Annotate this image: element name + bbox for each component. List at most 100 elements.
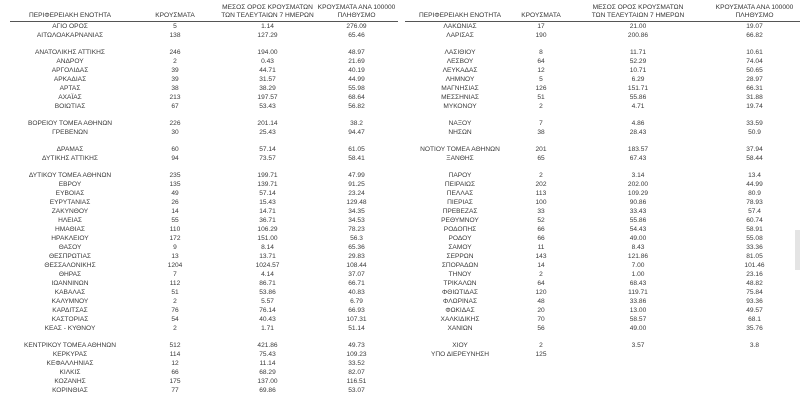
avg-7day: 53.43: [259, 103, 276, 110]
cases: 100: [535, 199, 547, 206]
cases-per-100k: 276.09: [346, 23, 367, 30]
cases-per-100k: 129.48: [346, 199, 367, 206]
cases: 52: [537, 217, 545, 224]
cases-per-100k: 37.07: [348, 271, 365, 278]
cases-per-100k: 56.3: [350, 235, 363, 242]
table-row: ΛΑΚΩΝΙΑΣ 17 21.00 19.07: [405, 22, 800, 32]
cases-per-100k: 66.71: [348, 280, 365, 287]
table-row: ΑΝΔΡΟΥ 2 0.43 21.69: [10, 57, 398, 66]
region-name: ΗΛΕΙΑΣ: [58, 217, 82, 224]
group-spacer: [405, 163, 800, 171]
region-name: ΥΠΟ ΔΙΕΡΕΥΝΗΣΗ: [431, 351, 489, 358]
table-row: ΑΧΑΪΑΣ 213 197.57 68.64: [10, 93, 398, 102]
region-name: ΣΕΡΡΩΝ: [446, 253, 474, 260]
region-name: ΘΕΣΠΡΩΤΙΑΣ: [48, 253, 92, 260]
cases: 120: [535, 289, 547, 296]
cases: 125: [535, 351, 547, 358]
table-row: ΑΝΑΤΟΛΙΚΗΣ ΑΤΤΙΚΗΣ 246 194.00 48.97: [10, 48, 398, 57]
avg-7day: 202.00: [627, 181, 649, 188]
table-row: ΚΑΒΑΛΑΣ 51 53.86 40.83: [10, 288, 398, 297]
cases: 64: [537, 280, 545, 287]
avg-7day: 90.86: [629, 199, 647, 206]
region-name: ΑΙΤΩΛΟΑΚΑΡΝΑΝΙΑΣ: [36, 32, 104, 39]
cases: 126: [535, 85, 547, 92]
region-name: ΕΥΡΥΤΑΝΙΑΣ: [49, 199, 91, 206]
region-name: ΚΕΝΤΡΙΚΟΥ ΤΟΜΕΑ ΑΘΗΝΩΝ: [24, 342, 116, 349]
avg-7day: 1.00: [631, 271, 645, 278]
scrollbar[interactable]: [795, 230, 800, 270]
cases-per-100k: 33.52: [348, 360, 365, 367]
table-row: ΑΡΚΑΔΙΑΣ 39 31.57 44.99: [10, 75, 398, 84]
cases: 5: [539, 76, 543, 83]
cases-per-100k: 91.25: [348, 181, 365, 188]
header-text: ΜΕΣΟΣ ΟΡΟΣ ΚΡΟΥΣΜΑΤΩΝ: [222, 4, 313, 11]
region-name: ΑΝΑΤΟΛΙΚΗΣ ΑΤΤΙΚΗΣ: [35, 49, 105, 56]
table-row: ΝΑΞΟΥ 7 4.86 33.59: [405, 119, 800, 128]
cases-per-100k: 65.36: [348, 244, 365, 251]
avg-7day: 68.43: [629, 280, 647, 287]
region-name: ΦΘΙΩΤΙΔΑΣ: [442, 289, 478, 296]
cases: 9: [173, 244, 177, 251]
cases-per-100k: 23.16: [746, 271, 763, 278]
region-name: ΚΑΒΑΛΑΣ: [54, 289, 86, 296]
group-spacer: [10, 40, 398, 48]
cases-per-100k: 3.8: [749, 342, 760, 349]
cases-per-100k: 107.31: [346, 316, 367, 323]
region-name: ΗΡΑΚΛΕΙΟΥ: [51, 235, 89, 242]
cases-per-100k: 34.53: [348, 217, 365, 224]
table-row: ΔΥΤΙΚΗΣ ΑΤΤΙΚΗΣ 94 73.57 58.41: [10, 154, 398, 163]
table-row: ΕΥΒΟΙΑΣ 49 57.14 23.24: [10, 189, 398, 198]
cases: 202: [535, 181, 547, 188]
cases: 5: [173, 23, 177, 30]
cases-per-100k: 74.04: [746, 58, 763, 65]
avg-7day: 197.57: [257, 94, 278, 101]
region-name: ΣΠΟΡΑΔΩΝ: [441, 262, 479, 269]
region-name: ΛΑΣΙΘΙΟΥ: [444, 49, 476, 56]
avg-7day: 1.71: [261, 325, 274, 332]
region-name: ΞΑΝΘΗΣ: [446, 155, 474, 162]
region-name: ΜΥΚΟΝΟΥ: [443, 103, 477, 110]
cases: 76: [171, 307, 179, 314]
avg-7day: 151.71: [627, 85, 649, 92]
table-row: ΦΛΩΡΙΝΑΣ 48 33.86 93.36: [405, 297, 800, 306]
region-name: ΝΑΞΟΥ: [448, 120, 472, 127]
cases: 12: [537, 67, 545, 74]
cases: 8: [539, 49, 543, 56]
avg-7day: 127.29: [257, 32, 278, 39]
table-row: ΜΥΚΟΝΟΥ 2 4.71 19.74: [405, 102, 800, 111]
avg-7day: 67.43: [629, 155, 647, 162]
region-name: ΤΡΙΚΑΛΩΝ: [443, 280, 477, 287]
region-name: ΚΟΡΙΝΘΙΑΣ: [52, 387, 88, 394]
table-row: ΚΙΛΚΙΣ 66 68.29 82.07: [10, 368, 398, 377]
region-name: ΝΟΤΙΟΥ ΤΟΜΕΑ ΑΘΗΝΩΝ: [420, 146, 500, 153]
cases-per-100k: 55.98: [348, 85, 365, 92]
avg-7day: 14.71: [259, 208, 276, 215]
cases: 13: [171, 253, 179, 260]
header-per-100k: ΚΡΟΥΣΜΑΤΑ ΑΝΑ 100000 ΠΛΗΘΥΣΜΟ: [315, 0, 398, 22]
cases-per-100k: 58.91: [746, 226, 763, 233]
table-row: ΛΕΥΚΑΔΑΣ 12 10.71 50.65: [405, 66, 800, 75]
cases: 60: [171, 146, 179, 153]
header-region: ΠΕΡΙΦΕΡΕΙΑΚΗ ΕΝΟΤΗΤΑ: [10, 0, 130, 22]
avg-7day: 55.86: [629, 94, 647, 101]
cases: 38: [537, 129, 545, 136]
region-name: ΠΕΙΡΑΙΩΣ: [444, 181, 476, 188]
header-text: ΤΩΝ ΤΕΛΕΥΤΑΙΩΝ 7 ΗΜΕΡΩΝ: [221, 12, 314, 19]
table-row: ΒΟΙΩΤΙΑΣ 67 53.43 56.82: [10, 102, 398, 111]
region-name: ΛΑΚΩΝΙΑΣ: [443, 23, 477, 30]
cases-per-100k: 19.07: [746, 23, 763, 30]
table-row: ΛΗΜΝΟΥ 5 6.29 28.97: [405, 75, 800, 84]
avg-7day: 0.43: [261, 58, 274, 65]
cases-per-100k: 80.9: [748, 190, 761, 197]
cases-per-100k: [709, 350, 800, 359]
region-name: ΕΒΡΟΥ: [58, 181, 82, 188]
cases-per-100k: 40.19: [348, 67, 365, 74]
table-row: ΤΡΙΚΑΛΩΝ 64 68.43 48.82: [405, 279, 800, 288]
region-name: ΤΗΝΟΥ: [448, 271, 472, 278]
cases: 94: [171, 155, 179, 162]
table-row: ΛΕΣΒΟΥ 64 52.29 74.04: [405, 57, 800, 66]
cases-per-100k: 37.94: [746, 146, 763, 153]
avg-7day: 137.00: [257, 378, 278, 385]
table-row: ΞΑΝΘΗΣ 65 67.43 58.44: [405, 154, 800, 163]
table-row: ΜΕΣΣΗΝΙΑΣ 51 55.86 31.88: [405, 93, 800, 102]
